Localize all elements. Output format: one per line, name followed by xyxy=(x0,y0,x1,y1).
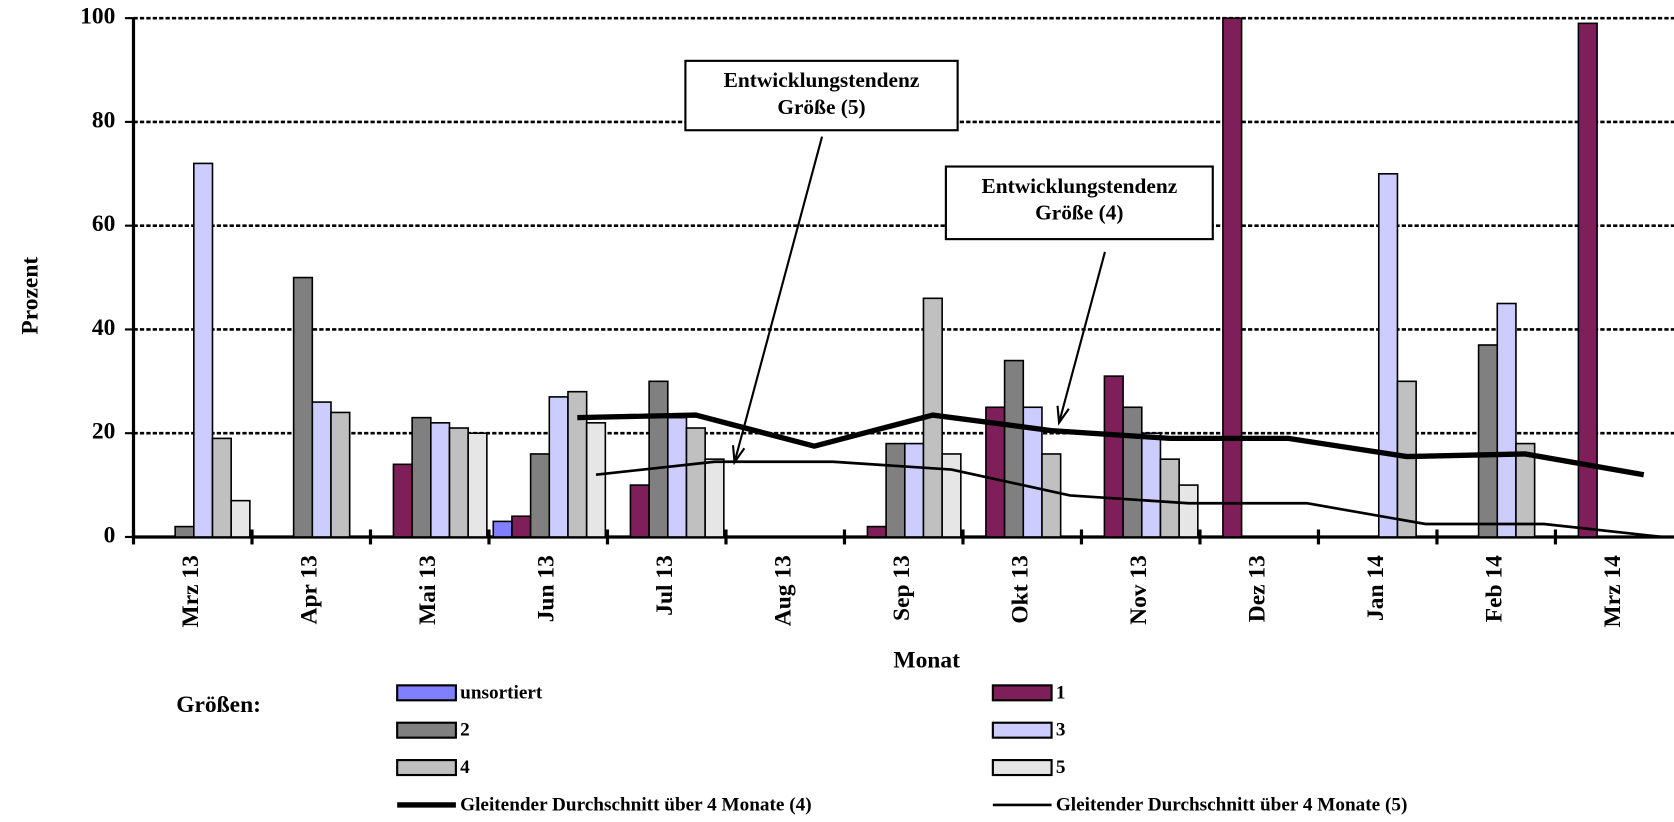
y-tick-label: 0 xyxy=(104,522,116,548)
x-tick-label: Okt 13 xyxy=(1008,555,1034,623)
x-tick-label: Mrz 13 xyxy=(178,555,204,627)
bar xyxy=(292,276,314,538)
y-tick-label: 100 xyxy=(80,4,115,30)
x-tick-label: Mrz 14 xyxy=(1600,555,1626,628)
annotation-arrow xyxy=(1058,251,1106,424)
annotation-text: Größe (5) xyxy=(777,95,865,119)
legend-swatch xyxy=(991,759,1053,777)
y-tick-label: 80 xyxy=(92,107,115,133)
bar xyxy=(666,416,688,538)
legend-label: unsortiert xyxy=(460,682,543,703)
legend-swatch xyxy=(991,684,1053,702)
bar xyxy=(467,432,488,538)
bar xyxy=(866,525,887,538)
bar xyxy=(685,427,706,538)
legend-title: Größen: xyxy=(176,692,261,718)
x-tick-label: Jan 14 xyxy=(1363,555,1389,621)
x-tick-label: Feb 14 xyxy=(1482,555,1508,622)
legend-label: 4 xyxy=(460,757,470,778)
y-tick-label: 20 xyxy=(92,419,115,445)
bar xyxy=(1159,458,1180,538)
bar xyxy=(511,515,532,538)
legend-label: 3 xyxy=(1056,720,1066,741)
bar xyxy=(211,437,232,538)
annotation-text: Entwicklungstendenz xyxy=(981,174,1177,198)
bar xyxy=(430,422,451,538)
annotation-text: Größe (4) xyxy=(1035,200,1123,224)
x-tick-label: Jun 13 xyxy=(534,555,560,622)
x-tick-label: Nov 13 xyxy=(1126,555,1152,625)
legend-swatch xyxy=(396,721,457,739)
bar xyxy=(885,442,906,538)
y-tick-label: 40 xyxy=(92,315,115,341)
legend-label: Gleitender Durchschnitt über 4 Monate (4… xyxy=(460,794,811,815)
bar xyxy=(311,401,332,538)
bar xyxy=(648,380,669,538)
bar xyxy=(941,453,962,538)
bar xyxy=(1178,484,1199,538)
bar xyxy=(548,396,569,538)
bar xyxy=(193,162,214,538)
y-axis-label: Prozent xyxy=(17,257,43,335)
bar xyxy=(1222,17,1243,538)
bar xyxy=(230,499,251,538)
bar xyxy=(392,463,413,538)
x-tick-label: Dez 13 xyxy=(1245,555,1271,622)
legend-swatch xyxy=(991,721,1053,739)
annotation-box xyxy=(944,165,1214,241)
bar xyxy=(1577,22,1598,538)
bar xyxy=(629,484,650,538)
bar xyxy=(1003,359,1025,538)
x-tick-label: Aug 13 xyxy=(771,555,797,626)
bar xyxy=(492,520,513,538)
bar xyxy=(585,422,607,538)
annotation-arrow xyxy=(733,136,824,463)
bar xyxy=(1477,344,1499,538)
bar xyxy=(1377,172,1399,538)
bar xyxy=(1122,406,1143,538)
x-tick-label: Mai 13 xyxy=(415,555,441,625)
annotation-arrowhead xyxy=(731,445,746,466)
legend-label: 5 xyxy=(1056,757,1066,778)
line xyxy=(577,412,1645,478)
bar xyxy=(448,427,469,538)
x-tick-label: Apr 13 xyxy=(297,555,323,624)
legend-label: Gleitender Durchschnitt über 4 Monate (5… xyxy=(1056,794,1408,815)
legend-label: 1 xyxy=(1056,682,1066,703)
bar xyxy=(903,442,925,538)
bar xyxy=(704,458,725,538)
line xyxy=(595,460,1663,539)
annotation-arrowhead xyxy=(1056,405,1070,426)
bar xyxy=(1515,442,1536,538)
bar xyxy=(529,453,551,538)
bar xyxy=(1103,375,1124,538)
bar xyxy=(174,525,195,538)
x-tick-label: Jul 13 xyxy=(652,555,678,616)
bar xyxy=(1496,302,1517,538)
bar xyxy=(1140,432,1162,538)
annotation-box xyxy=(684,59,959,132)
y-tick-label: 60 xyxy=(92,211,115,237)
annotation-text: Entwicklungstendenz xyxy=(724,68,920,92)
bar xyxy=(567,390,588,538)
legend-label: 2 xyxy=(460,720,470,741)
bar xyxy=(1041,453,1062,538)
x-tick-label: Sep 13 xyxy=(889,555,915,621)
bar xyxy=(330,411,351,538)
x-axis-label: Monat xyxy=(893,647,960,673)
legend-swatch xyxy=(396,759,457,777)
legend-swatch xyxy=(396,684,457,702)
bar xyxy=(411,416,432,538)
